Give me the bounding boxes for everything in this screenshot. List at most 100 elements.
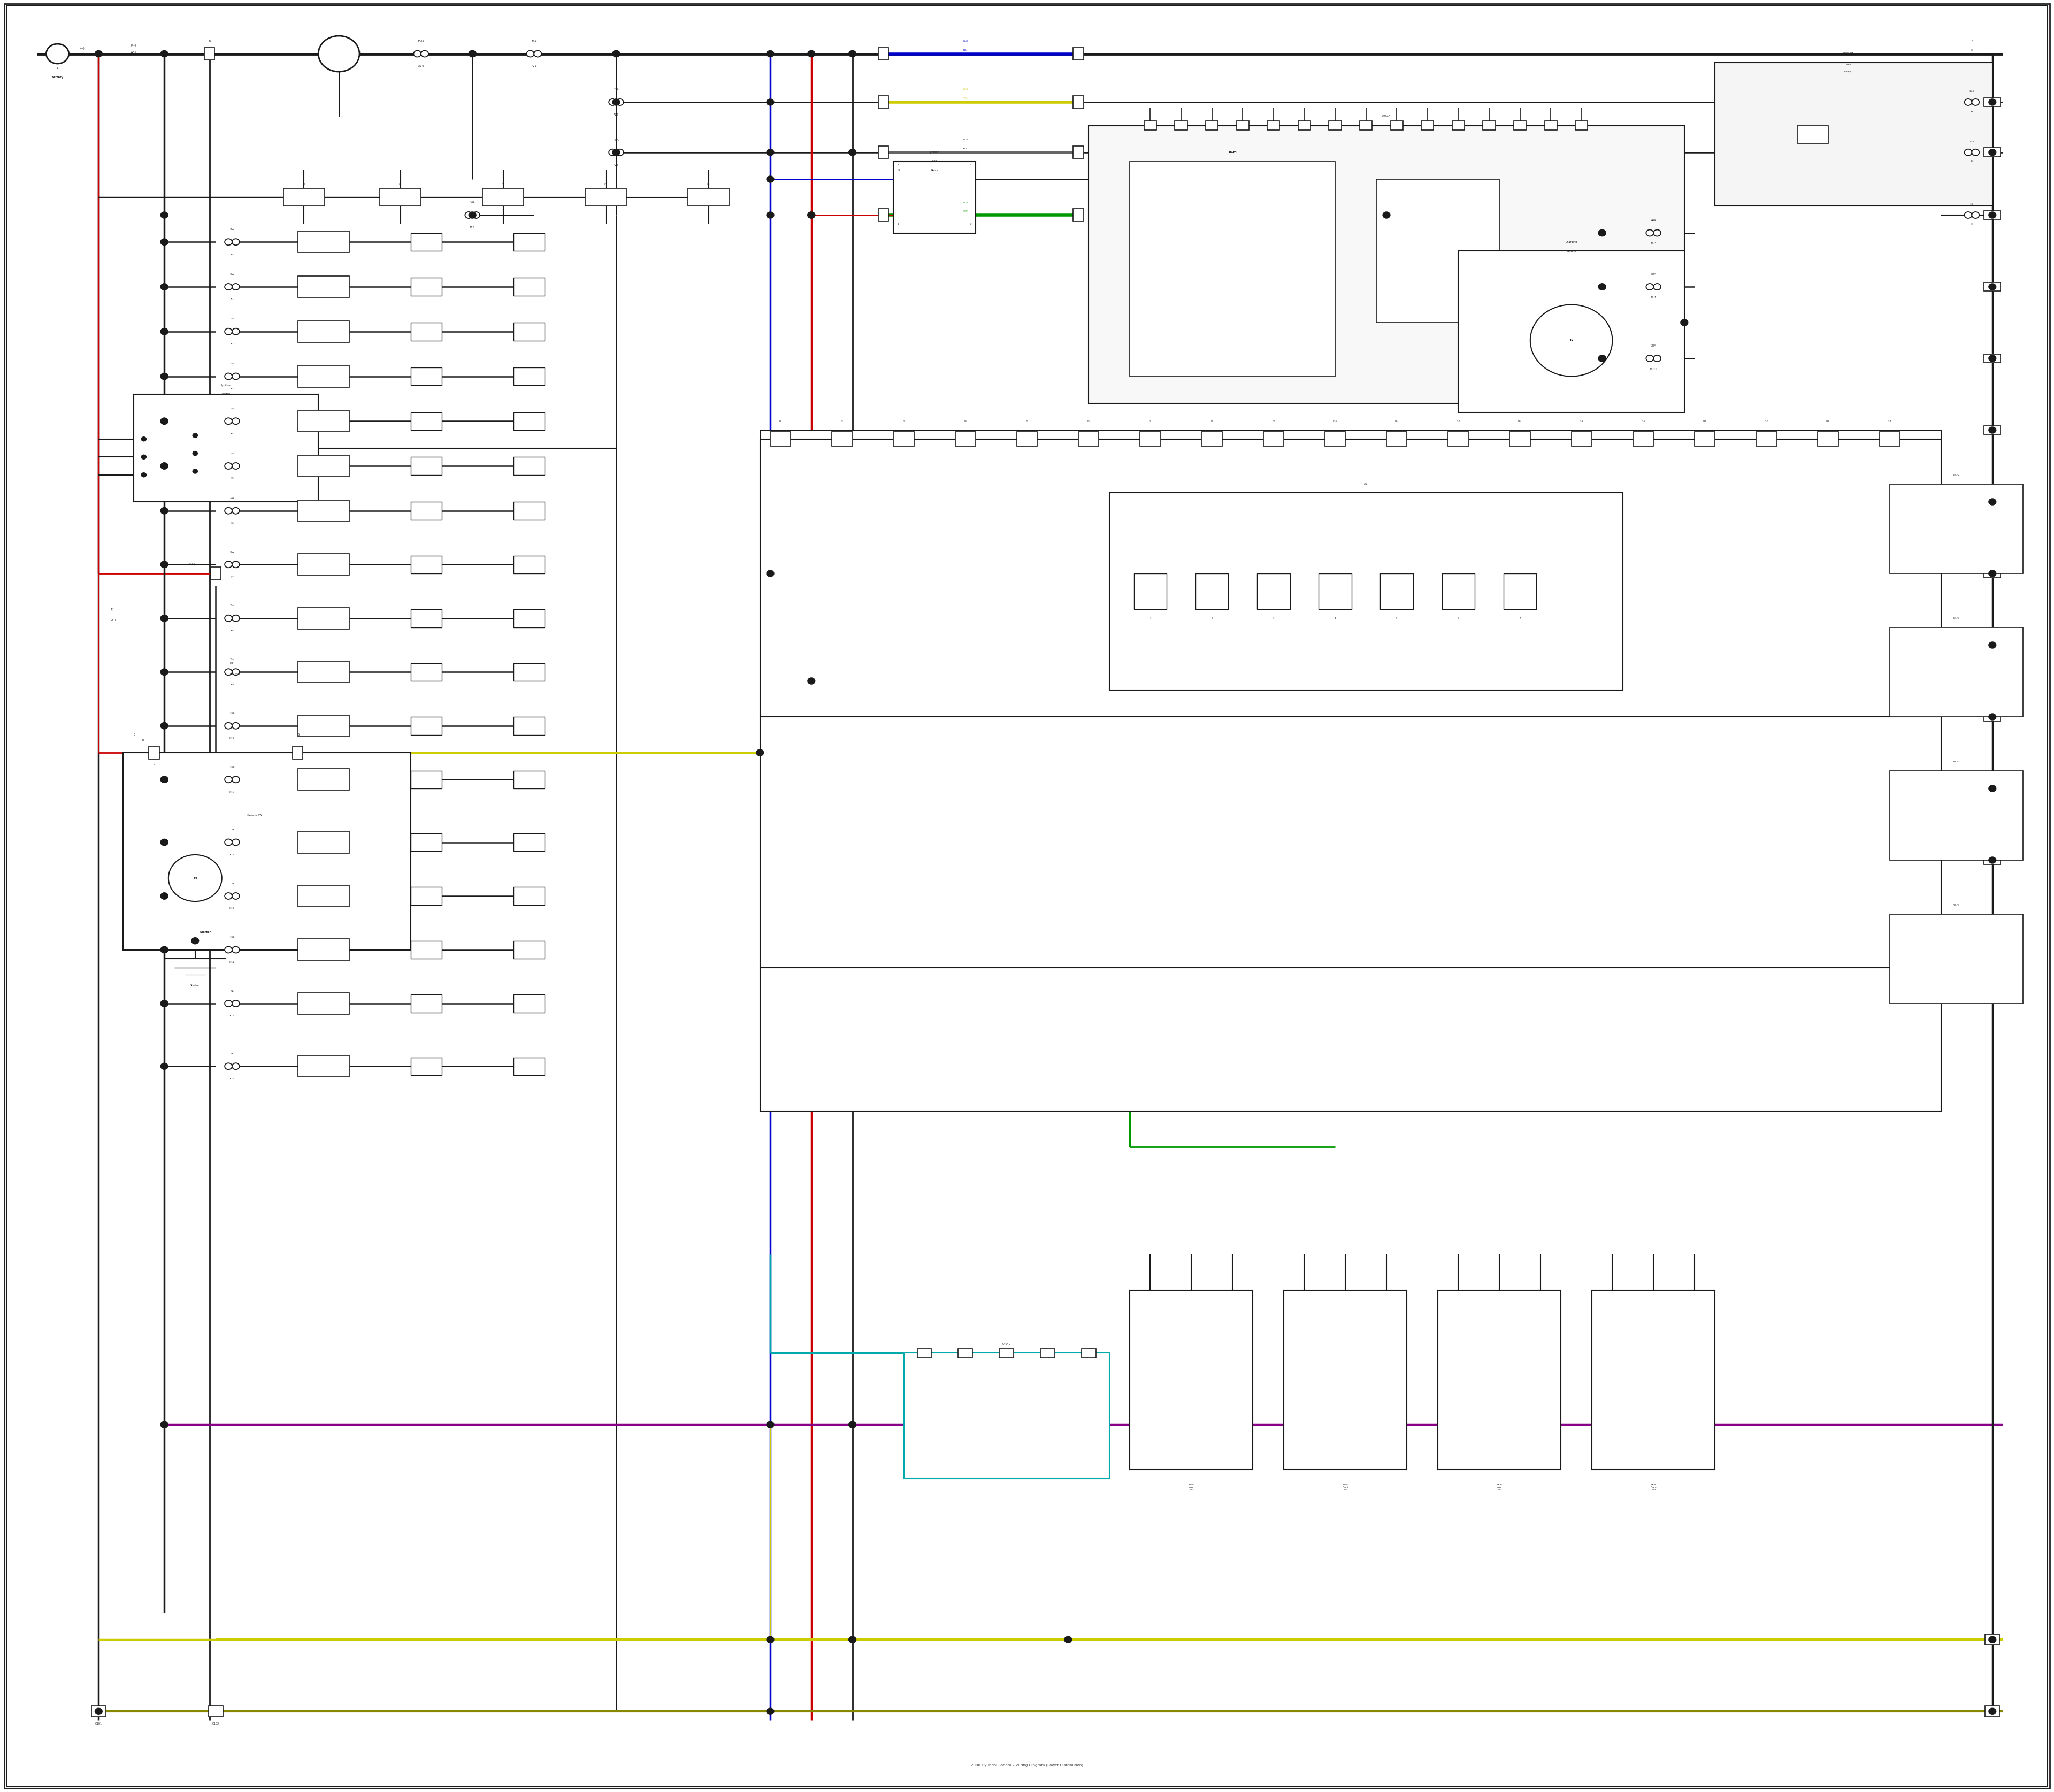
Circle shape [224,507,232,514]
Circle shape [160,238,168,246]
Circle shape [232,328,240,335]
Bar [411,833,442,851]
Circle shape [616,149,624,156]
Circle shape [848,1421,857,1428]
Text: [E1]: [E1] [131,43,136,47]
Bar [1715,63,1992,206]
Bar [1284,1290,1407,1469]
Circle shape [160,668,168,676]
Text: 35-8: 35-8 [963,39,967,43]
Circle shape [1988,785,1996,792]
Text: C5: C5 [707,183,711,186]
Circle shape [160,892,168,900]
Text: P17: P17 [1764,419,1768,423]
Bar [411,278,442,296]
Bar [916,1348,933,1358]
Bar [760,430,1941,1111]
Bar [411,663,442,681]
Bar [148,745,158,760]
Text: GRN: GRN [963,210,967,213]
Bar [1575,122,1588,131]
Text: P7: P7 [1148,419,1152,423]
Text: 10A: 10A [230,317,234,321]
Bar [210,566,220,581]
Circle shape [160,1421,168,1428]
Text: Starter: Starter [199,930,212,934]
Circle shape [224,373,232,380]
Bar [514,717,544,735]
Bar [957,1348,974,1358]
Circle shape [526,50,534,57]
Circle shape [232,776,240,783]
Circle shape [612,149,620,156]
Text: (+): (+) [80,47,84,50]
Text: A1: A1 [1364,482,1368,486]
Text: 15-8: 15-8 [1970,90,1974,93]
Bar [1890,484,2023,573]
Circle shape [160,668,168,676]
Circle shape [168,855,222,901]
Text: FC94-R1: FC94-R1 [1842,52,1855,56]
Circle shape [191,937,199,944]
Bar [1818,432,1838,446]
Circle shape [160,776,168,783]
Bar [514,278,544,296]
Circle shape [1598,229,1606,237]
Text: WHT: WHT [129,50,138,54]
Text: P1: P1 [778,419,783,423]
Bar [134,394,318,502]
Text: 60A: 60A [1651,219,1656,222]
Circle shape [1988,498,1996,505]
Circle shape [1972,211,1980,219]
Bar [298,715,349,737]
Circle shape [224,1000,232,1007]
Circle shape [756,749,764,756]
Bar [1890,771,2023,860]
Text: P12: P12 [1456,419,1460,423]
Text: X-9: X-9 [230,683,234,686]
Text: X-4: X-4 [230,432,234,435]
Bar [203,47,214,59]
Bar [1144,122,1156,131]
Text: LH-F3: LH-F3 [1953,616,1960,620]
Circle shape [160,615,168,622]
Circle shape [468,50,477,57]
Text: X-7: X-7 [230,575,234,579]
Bar [1879,432,1900,446]
Bar [298,1055,349,1077]
Circle shape [232,722,240,729]
Circle shape [232,1000,240,1007]
Text: 10A: 10A [230,362,234,366]
Circle shape [224,946,232,953]
Bar [298,455,349,477]
Bar [1175,122,1187,131]
Circle shape [224,418,232,425]
Circle shape [1598,283,1606,290]
Circle shape [142,455,146,459]
Circle shape [224,238,232,246]
Bar [1195,573,1228,609]
Bar [1072,47,1085,59]
Bar [893,432,914,446]
Bar [879,145,887,158]
Bar [411,412,442,430]
Text: 50A: 50A [1651,272,1656,276]
Text: T1: T1 [207,39,212,43]
Bar [1072,95,1085,108]
Bar [514,887,544,905]
Circle shape [1988,713,1996,720]
Text: Relay: Relay [930,168,939,172]
Bar [1545,122,1557,131]
Circle shape [848,149,857,156]
Text: X-12: X-12 [230,853,234,857]
Circle shape [224,839,232,846]
Text: P11: P11 [1395,419,1399,423]
Text: RED: RED [111,618,115,622]
Bar [1984,1634,2001,1645]
Bar [298,885,349,907]
Bar [411,941,442,959]
Text: G102: G102 [212,1722,220,1726]
Text: P13: P13 [1518,419,1522,423]
Bar [411,717,442,735]
Text: P6: P6 [1087,419,1091,423]
